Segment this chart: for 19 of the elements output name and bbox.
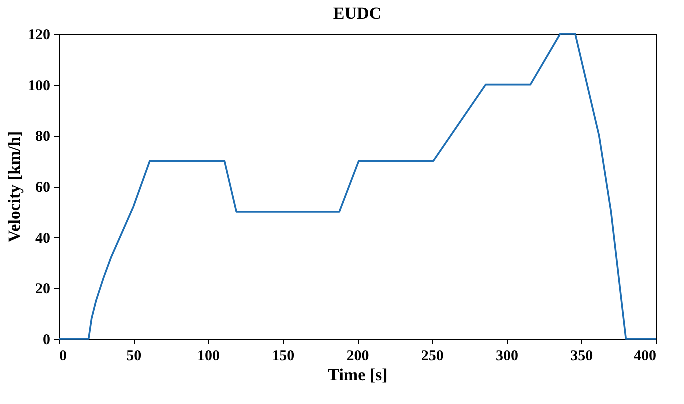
x-tick-label: 400	[634, 348, 656, 364]
y-tick-label: 0	[43, 332, 50, 348]
y-tick-label: 100	[28, 78, 50, 94]
x-axis-title: Time [s]	[328, 366, 388, 384]
y-tick-label: 60	[36, 180, 50, 196]
x-tick-label: 300	[496, 348, 518, 364]
y-tick-label: 20	[36, 282, 50, 298]
y-tick-label: 120	[28, 28, 50, 44]
x-tick-label: 150	[272, 348, 295, 364]
y-tick-label: 40	[36, 230, 50, 247]
x-tick-label: 0	[60, 348, 67, 364]
x-tick-label: 100	[198, 348, 220, 364]
x-tick-label: 350	[570, 348, 594, 364]
x-tick-label: 200	[346, 348, 370, 364]
x-tick-label: 250	[421, 348, 444, 364]
chart-title: EUDC	[333, 4, 382, 23]
x-tick-label: 50	[126, 348, 142, 364]
y-tick-label: 80	[36, 129, 50, 146]
y-axis-title: Velocity [km/h]	[5, 131, 24, 243]
